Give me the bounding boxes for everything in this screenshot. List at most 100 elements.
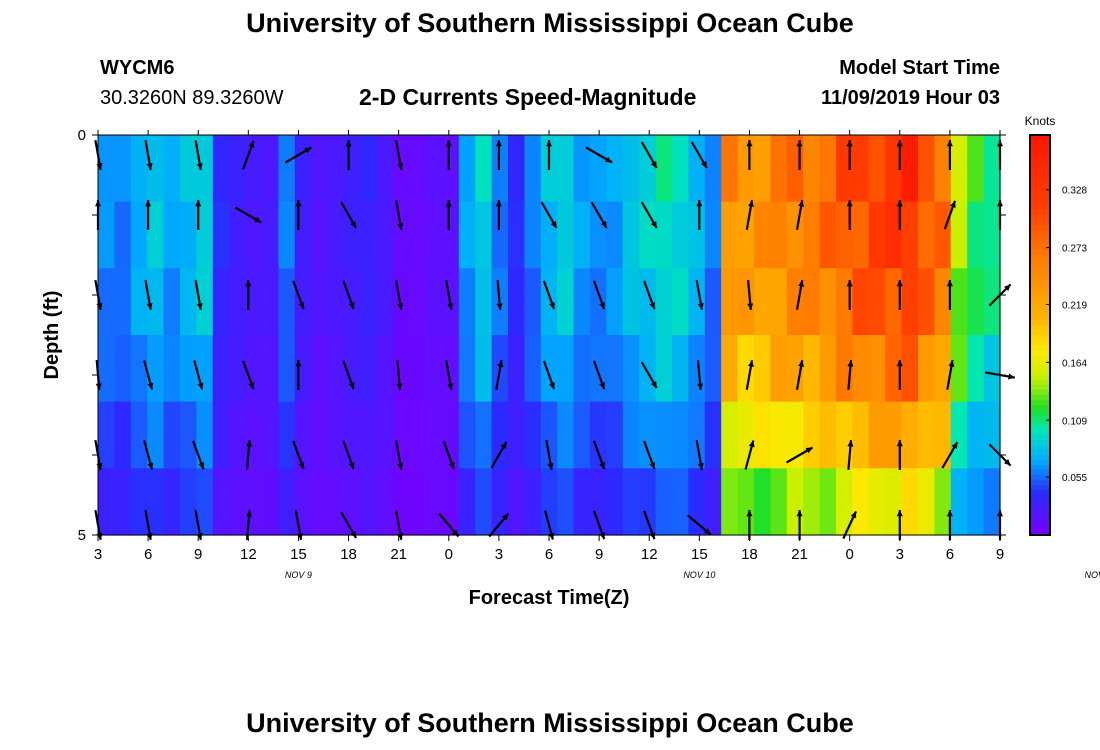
heatmap-cell [327,335,345,403]
heatmap-cell [721,201,739,269]
colorbar-segment [1030,435,1050,441]
heatmap-cell [606,135,624,203]
heatmap-cell [770,201,788,269]
vector-arrow-head [697,383,704,390]
heatmap-cell [245,335,263,403]
heatmap-cell [491,135,509,203]
colorbar-segment [1030,190,1050,196]
vector-arrow-head [951,442,958,449]
heatmap-cell [819,201,837,269]
heatmap-cell [672,401,689,469]
colorbar-segment [1030,430,1050,436]
heatmap-cell [262,135,279,203]
vector-arrow-head [397,463,404,470]
heatmap-cell [590,201,607,269]
vector-arrow-head [746,140,753,147]
vector-arrow-head [350,221,357,228]
vector-arrow-head [847,440,854,447]
heatmap-cell [639,135,657,203]
heatmap-cell [442,135,460,203]
colorbar-segment [1030,275,1050,281]
colorbar-tick-label: 0.273 [1062,244,1087,255]
vector-arrow-head [397,223,404,230]
x-tick-label: 3 [495,546,503,563]
heatmap-cell [836,401,853,469]
colorbar-segment [1030,135,1050,141]
heatmap-cell [819,468,837,536]
heatmap-cell [573,201,591,269]
vector-arrow-head [649,532,656,540]
heatmap-cell [819,335,837,403]
colorbar-segment [1030,460,1050,466]
heatmap-cell [901,468,919,536]
heatmap-cell [475,335,493,403]
heatmap-cell [147,468,165,536]
heatmap-cell [754,468,771,536]
heatmap-cell [409,135,427,203]
colorbar-segment [1030,320,1050,326]
vector-arrow-head [197,382,204,390]
heatmap-cell [262,401,279,469]
heatmap-cell [130,135,148,203]
heatmap-cell [163,201,181,269]
heatmap-cell [950,335,968,403]
vector-arrow-head [796,140,803,147]
heatmap-cell [524,401,542,469]
heatmap-cell [836,468,853,536]
heatmap-cell [622,201,640,269]
heatmap-cell [721,468,739,536]
heatmap-cell [508,335,525,403]
colorbar-segment [1030,160,1050,166]
vector-arrow-head [896,510,903,517]
date-label: NOV 9 [285,570,312,580]
heatmap-cell [458,335,476,403]
heatmap-cell [803,135,821,203]
heatmap-cell [901,135,919,203]
heatmap-cell [852,335,870,403]
heatmap-cell [983,135,1001,203]
colorbar-segment [1030,140,1050,146]
heatmap-cell [311,268,329,336]
heatmap-cell [180,268,197,336]
heatmap-cell [639,335,657,403]
model-start-value: 11/09/2019 Hour 03 [820,87,1000,109]
colorbar-segment [1030,305,1050,311]
vector-arrow-head [796,510,803,517]
x-tick-label: 15 [290,546,307,563]
vector-arrow-head [348,302,355,310]
vector-arrow-head [304,147,312,154]
heatmap-cell [458,401,476,469]
heatmap-cell [622,135,640,203]
heatmap-cell [622,335,640,403]
colorbar-segment [1030,215,1050,221]
heatmap-cell [278,268,296,336]
heatmap-cell [393,468,411,536]
vector-arrow-head [599,302,605,310]
heatmap-cell [393,201,411,269]
colorbar-segment [1030,205,1050,211]
heatmap-cell [737,335,755,403]
heatmap-cell [934,201,952,269]
colorbar-segment [1030,155,1050,161]
heatmap-cell [688,268,706,336]
heatmap-cell [868,201,886,269]
heatmap-cell [557,468,575,536]
heatmap-cell [311,135,329,203]
vector-arrow-head [650,381,657,388]
colorbar-tick-label: 0.328 [1062,186,1087,197]
vector-arrow-head [348,462,355,470]
vector-arrow-head [298,462,305,470]
heatmap-cell [918,201,935,269]
heatmap-cell [229,268,247,336]
colorbar-segment [1030,300,1050,306]
heatmap-cell [557,268,575,336]
heatmap-cell [967,268,985,336]
vector-arrow-head [246,440,253,447]
colorbar-segment [1030,475,1050,481]
heatmap-cell [950,401,968,469]
colorbar-segment [1030,255,1050,261]
colorbar-segment [1030,350,1050,356]
x-tick-label: 0 [845,546,853,563]
vector-arrow-head [697,303,704,310]
vector-arrow-head [195,200,202,207]
